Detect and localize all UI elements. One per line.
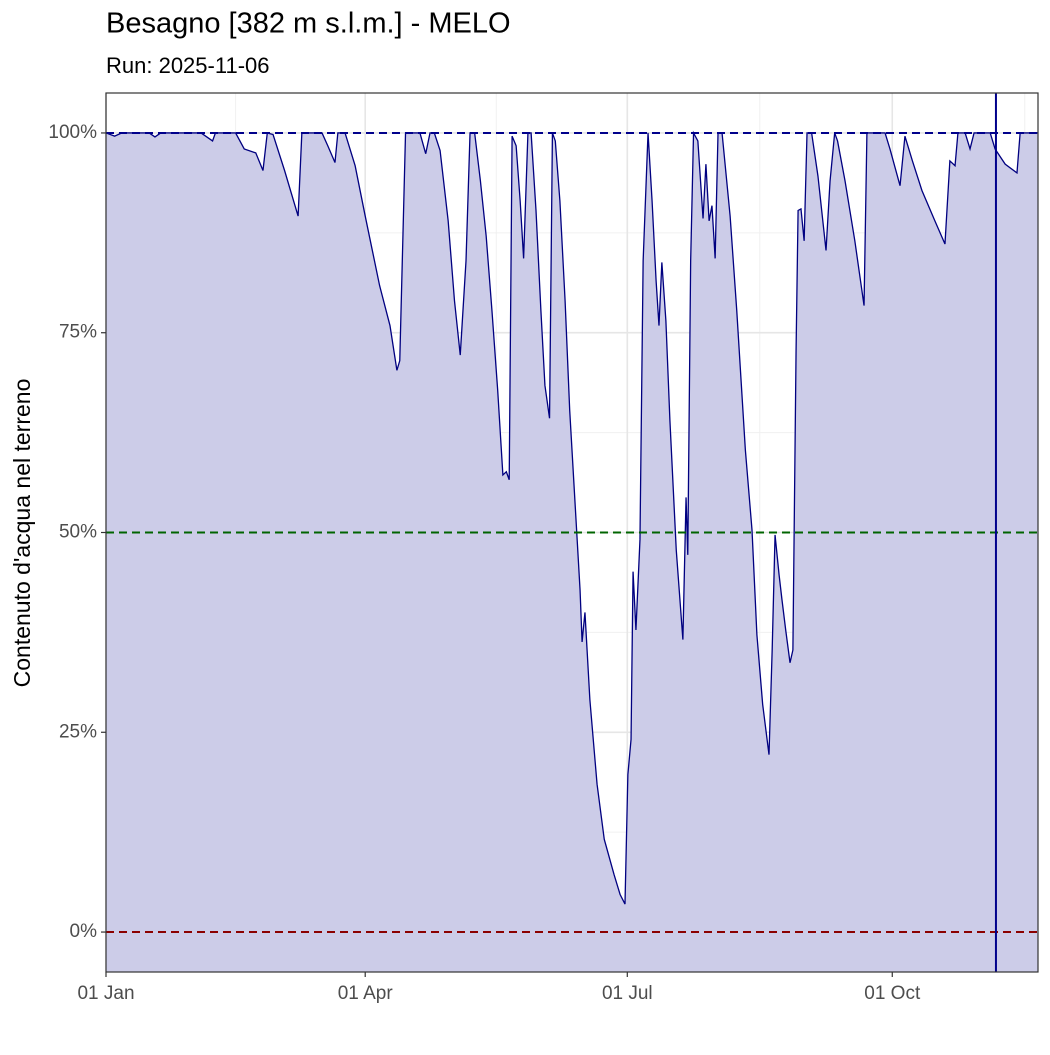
line [105, 130, 1038, 905]
x-tick-label: 01 Oct [864, 983, 921, 1004]
y-tick-label: 50% [59, 522, 97, 543]
chart-subtitle: Run: 2025-11-06 [106, 53, 270, 78]
x-tick-label: 01 Apr [338, 983, 394, 1004]
y-axis-label: Contenuto d'acqua nel terreno [9, 379, 35, 688]
y-tick-label: 25% [59, 721, 97, 742]
x-tick-label: 01 Jan [77, 983, 134, 1004]
y-tick-label: 0% [70, 921, 98, 942]
area [106, 132, 1038, 972]
y-tick-label: 75% [59, 322, 97, 343]
y-tick-label: 100% [48, 122, 97, 143]
chart-title: Besagno [382 m s.l.m.] - MELO [106, 8, 511, 40]
x-tick-label: 01 Jul [602, 983, 653, 1004]
